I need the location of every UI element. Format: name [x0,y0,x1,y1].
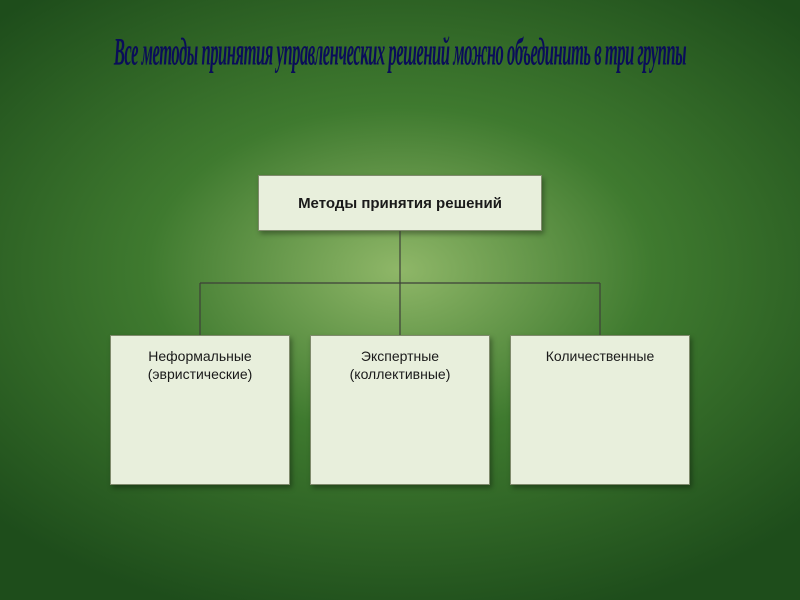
child-node-1: Экспертные (коллективные) [310,335,490,485]
connector-lines [0,0,800,600]
child-node-1-line2: (коллективные) [311,366,489,384]
child-node-0-line2: (эвристические) [111,366,289,384]
child-node-0-line1: Неформальные [111,348,289,366]
child-node-0: Неформальные (эвристические) [110,335,290,485]
child-node-1-line1: Экспертные [311,348,489,366]
diagram-title: Все методы принятия управленческих решен… [32,29,768,75]
child-node-2: Количественные [510,335,690,485]
root-node-label: Методы принятия решений [298,195,502,212]
child-node-2-line1: Количественные [511,348,689,366]
root-node: Методы принятия решений [258,175,542,231]
